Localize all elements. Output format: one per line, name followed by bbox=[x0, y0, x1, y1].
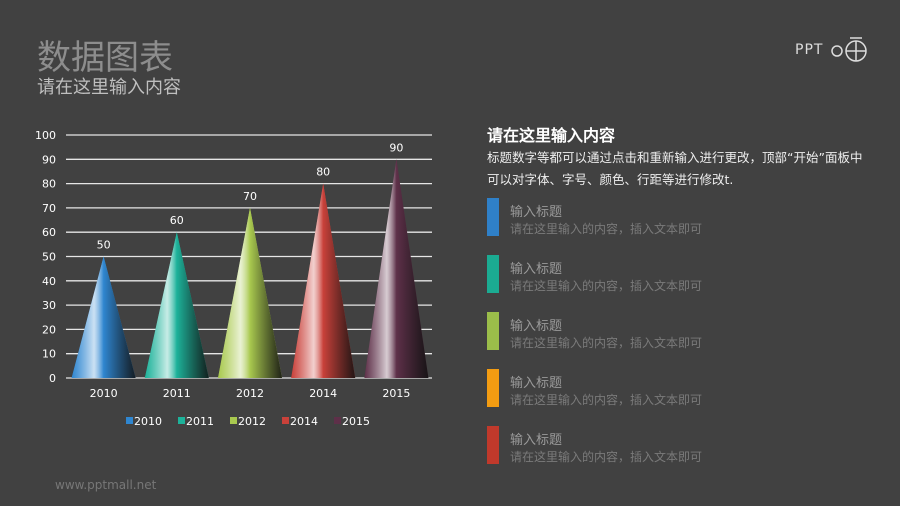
color-bar bbox=[487, 369, 499, 407]
x-tick-label: 2010 bbox=[90, 387, 118, 400]
logo-text: PPT bbox=[795, 42, 824, 58]
content-heading: 请在这里输入内容 bbox=[487, 126, 616, 145]
legend-swatch bbox=[230, 417, 237, 424]
x-tick-label: 2014 bbox=[309, 387, 337, 400]
item-desc: 请在这里输入的内容，插入文本即可 bbox=[510, 222, 703, 236]
y-tick-label: 50 bbox=[42, 251, 56, 264]
item-title: 输入标题 bbox=[510, 319, 563, 334]
legend-item: 输入标题请在这里输入的内容，插入文本即可 bbox=[487, 312, 787, 354]
cone-shading bbox=[71, 256, 136, 378]
logo: PPT bbox=[795, 36, 869, 64]
legend-item: 输入标题请在这里输入的内容，插入文本即可 bbox=[487, 369, 787, 411]
y-tick-label: 60 bbox=[42, 226, 56, 239]
y-tick-label: 40 bbox=[42, 275, 56, 288]
item-desc: 请在这里输入的内容，插入文本即可 bbox=[510, 279, 703, 293]
item-title: 输入标题 bbox=[510, 205, 563, 220]
legend-label: 2012 bbox=[238, 415, 266, 428]
item-title: 输入标题 bbox=[510, 376, 563, 391]
item-desc: 请在这里输入的内容，插入文本即可 bbox=[510, 336, 703, 350]
data-label: 50 bbox=[97, 239, 111, 252]
legend-label: 2011 bbox=[186, 415, 214, 428]
data-label: 60 bbox=[170, 214, 184, 227]
y-tick-label: 80 bbox=[42, 178, 56, 191]
content-body: 标题数字等都可以通过点击和重新输入进行更改，顶部“开始”面板中可以对字体、字号、… bbox=[487, 150, 863, 187]
data-label: 80 bbox=[316, 166, 330, 179]
page-title: 数据图表 bbox=[37, 38, 173, 78]
legend-label: 2014 bbox=[290, 415, 318, 428]
legend-swatch bbox=[126, 417, 133, 424]
color-bar bbox=[487, 198, 499, 236]
item-title: 输入标题 bbox=[510, 433, 563, 448]
y-tick-label: 20 bbox=[42, 323, 56, 336]
data-label: 70 bbox=[243, 190, 257, 203]
x-tick-label: 2011 bbox=[163, 387, 191, 400]
legend-swatch bbox=[334, 417, 341, 424]
y-tick-label: 90 bbox=[42, 153, 56, 166]
legend-label: 2010 bbox=[134, 415, 162, 428]
legend-item: 输入标题请在这里输入的内容，插入文本即可 bbox=[487, 255, 787, 297]
cone-shading bbox=[218, 207, 282, 378]
legend-item: 输入标题请在这里输入的内容，插入文本即可 bbox=[487, 198, 787, 240]
color-bar bbox=[487, 426, 499, 464]
footer-url: www.pptmall.net bbox=[55, 478, 157, 492]
legend-label: 2015 bbox=[342, 415, 370, 428]
y-tick-label: 100 bbox=[35, 129, 56, 142]
item-title: 输入标题 bbox=[510, 262, 563, 277]
x-tick-label: 2015 bbox=[382, 387, 410, 400]
item-desc: 请在这里输入的内容，插入文本即可 bbox=[510, 393, 703, 407]
y-tick-label: 70 bbox=[42, 202, 56, 215]
legend-swatch bbox=[178, 417, 185, 424]
item-desc: 请在这里输入的内容，插入文本即可 bbox=[510, 450, 703, 464]
y-tick-label: 30 bbox=[42, 299, 56, 312]
legend-swatch bbox=[282, 417, 289, 424]
cone-shading bbox=[291, 183, 356, 378]
cone-shading bbox=[364, 159, 429, 378]
y-tick-label: 10 bbox=[42, 348, 56, 361]
x-tick-label: 2012 bbox=[236, 387, 264, 400]
color-bar bbox=[487, 312, 499, 350]
page-subtitle: 请在这里输入内容 bbox=[37, 77, 181, 98]
logo-icon bbox=[831, 37, 867, 62]
y-tick-label: 0 bbox=[49, 372, 56, 385]
color-bar bbox=[487, 255, 499, 293]
data-label: 90 bbox=[389, 141, 403, 154]
cone-shading bbox=[144, 232, 209, 378]
legend-item: 输入标题请在这里输入的内容，插入文本即可 bbox=[487, 426, 787, 468]
